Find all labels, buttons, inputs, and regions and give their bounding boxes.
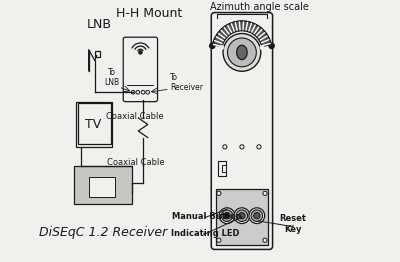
Bar (95, 51, 100, 57)
Circle shape (221, 210, 233, 221)
Circle shape (234, 208, 250, 223)
Circle shape (223, 145, 227, 149)
Circle shape (251, 210, 263, 221)
Ellipse shape (237, 45, 247, 60)
Circle shape (146, 90, 150, 94)
Text: To
Receiver: To Receiver (170, 73, 203, 92)
Circle shape (217, 191, 221, 195)
Circle shape (260, 45, 264, 50)
Bar (216, 189, 268, 245)
Circle shape (257, 145, 261, 149)
Circle shape (263, 238, 267, 242)
Circle shape (254, 212, 260, 219)
Text: Coaxial Cable: Coaxial Cable (106, 112, 163, 121)
Text: To
LNB: To LNB (105, 68, 120, 87)
Text: Indicating LED: Indicating LED (171, 229, 240, 238)
Text: Manual Button: Manual Button (172, 212, 242, 221)
FancyBboxPatch shape (123, 37, 158, 102)
Text: TV: TV (85, 118, 101, 131)
Bar (218, 161, 226, 176)
Circle shape (269, 43, 274, 48)
Text: DiSEqC 1.2 Receiver: DiSEqC 1.2 Receiver (39, 226, 167, 239)
Text: Reset
Key: Reset Key (280, 215, 306, 234)
Bar (89, 177, 115, 196)
Circle shape (236, 210, 248, 221)
Circle shape (217, 238, 221, 242)
Circle shape (263, 191, 267, 195)
Circle shape (225, 214, 229, 217)
Circle shape (219, 208, 235, 223)
Circle shape (240, 145, 244, 149)
Bar (78, 103, 111, 144)
Circle shape (131, 90, 135, 94)
Circle shape (136, 90, 140, 94)
Polygon shape (212, 21, 271, 47)
Bar (74, 166, 132, 204)
Text: Azimuth angle scale: Azimuth angle scale (210, 2, 308, 13)
Text: H-H Mount: H-H Mount (116, 7, 182, 20)
Circle shape (228, 38, 256, 67)
Text: Coaxial Cable: Coaxial Cable (107, 158, 165, 167)
Circle shape (141, 90, 145, 94)
Circle shape (224, 212, 230, 219)
Bar (76, 102, 112, 147)
Circle shape (139, 51, 142, 54)
Circle shape (239, 212, 245, 219)
FancyBboxPatch shape (211, 13, 272, 249)
Circle shape (223, 34, 261, 71)
Bar (222, 165, 226, 172)
Text: LNB: LNB (87, 18, 112, 30)
Circle shape (249, 208, 265, 223)
Circle shape (210, 43, 215, 48)
Circle shape (220, 45, 224, 50)
